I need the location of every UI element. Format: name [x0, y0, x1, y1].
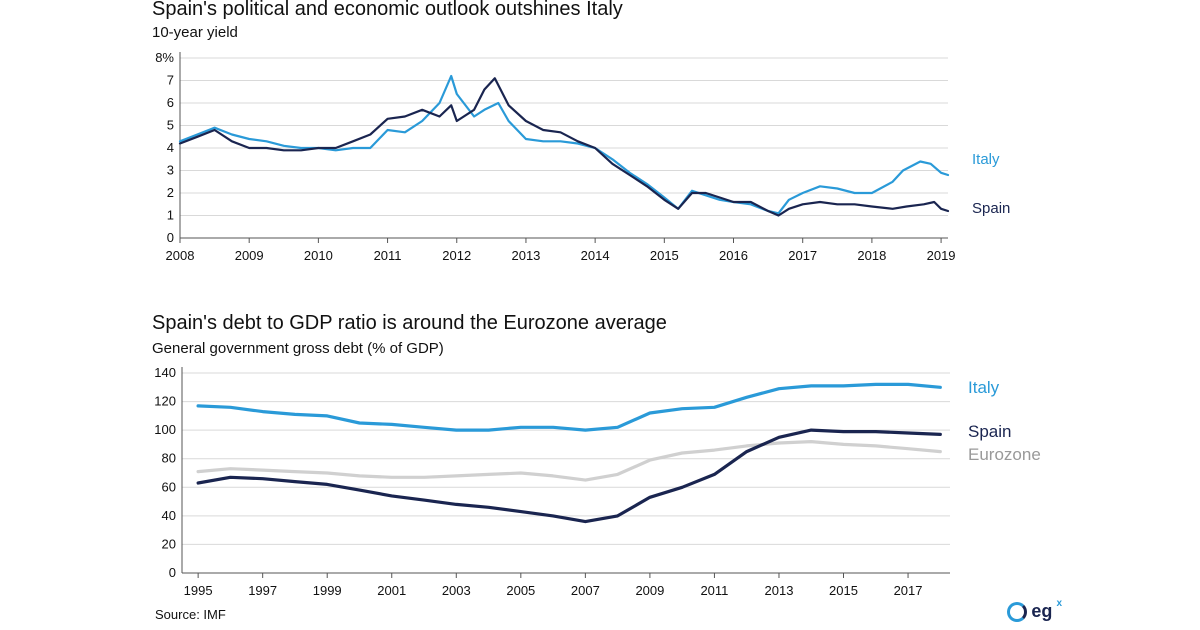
series-line-spain — [196, 428, 942, 524]
x-tick-label: 2007 — [571, 583, 600, 598]
chart2-subtitle: General government gross debt (% of GDP) — [152, 340, 444, 357]
series-line-italy — [196, 382, 942, 432]
series-label-italy: Italy — [972, 151, 1000, 168]
y-tick-label: 4 — [167, 140, 174, 155]
y-tick-label: 1 — [167, 208, 174, 223]
y-tick-label: 2 — [167, 185, 174, 200]
x-tick-label: 2011 — [700, 583, 728, 598]
y-tick-label: 140 — [154, 365, 176, 380]
y-tick-label: 0 — [167, 230, 174, 245]
y-tick-label: 80 — [162, 451, 176, 466]
x-tick-label: 2010 — [304, 248, 333, 263]
x-tick-label: 2008 — [166, 248, 195, 263]
x-tick-label: 2003 — [442, 583, 471, 598]
x-tick-label: 2013 — [511, 248, 540, 263]
y-tick-label: 0 — [169, 565, 176, 580]
x-tick-label: 2015 — [650, 248, 679, 263]
y-tick-label: 40 — [162, 508, 176, 523]
source-note: Source: IMF — [155, 607, 226, 622]
chart1-title: Spain's political and economic outlook o… — [152, 0, 623, 20]
x-tick-label: 2017 — [894, 583, 923, 598]
x-tick-label: 2014 — [581, 248, 610, 263]
y-tick-label: 20 — [162, 536, 176, 551]
x-tick-label: 2012 — [442, 248, 471, 263]
x-tick-label: 1997 — [248, 583, 277, 598]
x-tick-label: 2016 — [719, 248, 748, 263]
x-tick-label: 2011 — [374, 248, 402, 263]
y-tick-label: 100 — [154, 422, 176, 437]
series-label-italy: Italy — [968, 378, 1000, 397]
x-tick-label: 2009 — [235, 248, 264, 263]
y-tick-label: 3 — [167, 163, 174, 178]
series-label-spain: Spain — [968, 422, 1011, 441]
logo-icon — [1007, 601, 1028, 622]
series-label-eurozone: Eurozone — [968, 445, 1041, 464]
logo-text: eg — [1031, 601, 1053, 621]
chart2-title: Spain's debt to GDP ratio is around the … — [152, 312, 667, 334]
y-tick-label: 120 — [154, 394, 176, 409]
x-tick-label: 1999 — [313, 583, 342, 598]
y-tick-label: 8% — [155, 50, 174, 65]
yield-chart: 0 1 2 3 4 5 6 7 8% 2008 2009 2010 2011 2012 2013 2014 20… — [155, 50, 1010, 263]
series-label-spain: Spain — [972, 200, 1010, 217]
chart1-subtitle: 10-year yield — [152, 24, 238, 41]
y-tick-label: 60 — [162, 479, 176, 494]
x-tick-label: 2005 — [506, 583, 535, 598]
series-line-eurozone — [196, 440, 942, 482]
x-tick-label: 2013 — [765, 583, 794, 598]
x-tick-label: 2017 — [788, 248, 817, 263]
egx-logo: eg x — [1007, 598, 1062, 622]
x-tick-label: 2019 — [927, 248, 956, 263]
y-tick-label: 7 — [167, 73, 174, 88]
x-tick-label: 2018 — [857, 248, 886, 263]
series-line-spain — [178, 77, 950, 217]
x-tick-label: 2015 — [829, 583, 858, 598]
x-tick-label: 2001 — [377, 583, 406, 598]
x-tick-label: 2009 — [635, 583, 664, 598]
debt-chart: 0 20 40 60 80 100 120 140 1995 1997 1999 2001 2003 20… — [154, 365, 1041, 598]
x-tick-label: 1995 — [184, 583, 213, 598]
logo-sup: x — [1056, 598, 1062, 609]
y-tick-label: 5 — [167, 118, 174, 133]
y-tick-label: 6 — [167, 95, 174, 110]
